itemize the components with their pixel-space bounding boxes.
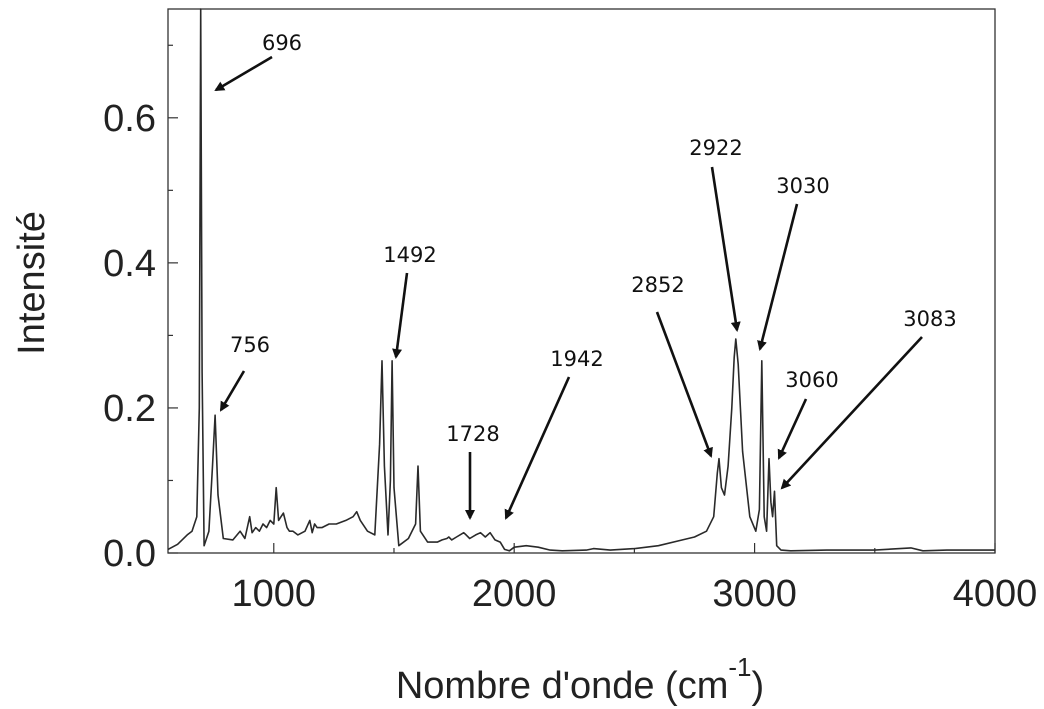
annotation-label: 3060 xyxy=(785,368,838,392)
x-tick-label: 4000 xyxy=(953,573,1038,615)
annotation-arrow xyxy=(504,376,571,520)
annotation-label: 2922 xyxy=(689,136,742,160)
x-axis-title: Nombre d'onde (cm-1) xyxy=(396,652,764,707)
y-axis-title: Intensité xyxy=(11,211,53,355)
peak-annotations: 696 756 1492 1728 1942 2852 2922 3030 3060 3083 xyxy=(214,31,957,520)
annotation-arrow xyxy=(219,370,246,412)
annotation-756: 756 xyxy=(219,333,270,412)
annotation-696: 696 xyxy=(214,31,302,92)
x-axis-title-superscript: -1 xyxy=(728,652,751,682)
y-axis: 0.0 0.2 0.4 0.6 xyxy=(103,44,178,575)
annotation-label: 3030 xyxy=(776,174,829,198)
x-axis: 1000 2000 3000 4000 xyxy=(232,543,1038,615)
annotation-arrow xyxy=(710,166,741,332)
annotation-label: 1728 xyxy=(446,422,499,446)
y-tick-label: 0.6 xyxy=(103,98,156,140)
x-tick-label: 3000 xyxy=(712,573,797,615)
annotation-label: 3083 xyxy=(903,307,956,331)
annotation-label: 756 xyxy=(230,333,270,357)
annotation-label: 2852 xyxy=(631,273,684,297)
annotation-label: 1942 xyxy=(550,347,603,371)
annotation-label: 696 xyxy=(262,31,302,55)
annotation-label: 1492 xyxy=(383,243,436,267)
annotation-arrow xyxy=(655,311,713,458)
annotation-3030: 3030 xyxy=(757,174,830,351)
plot-frame xyxy=(167,8,996,554)
annotation-1728: 1728 xyxy=(446,422,500,520)
annotation-arrow xyxy=(777,398,808,460)
annotation-3060: 3060 xyxy=(777,368,839,460)
annotation-1492: 1492 xyxy=(383,243,437,359)
x-tick-label: 2000 xyxy=(472,573,557,615)
x-axis-title-main: Nombre d'onde (cm xyxy=(396,665,729,707)
annotation-2852: 2852 xyxy=(631,273,713,458)
annotation-arrow xyxy=(214,55,273,92)
annotation-arrow xyxy=(780,336,923,490)
y-tick-label: 0.2 xyxy=(103,388,156,430)
annotation-2922: 2922 xyxy=(689,136,743,332)
annotation-arrow xyxy=(392,272,409,359)
x-axis-title-suffix: ) xyxy=(751,665,764,707)
x-tick-label: 1000 xyxy=(232,573,317,615)
annotation-1942: 1942 xyxy=(504,347,604,520)
y-tick-label: 0.4 xyxy=(103,243,156,285)
annotation-arrow xyxy=(757,203,799,351)
annotation-3083: 3083 xyxy=(780,307,957,490)
y-tick-label: 0.0 xyxy=(103,533,156,575)
spectrum-line xyxy=(167,8,995,552)
